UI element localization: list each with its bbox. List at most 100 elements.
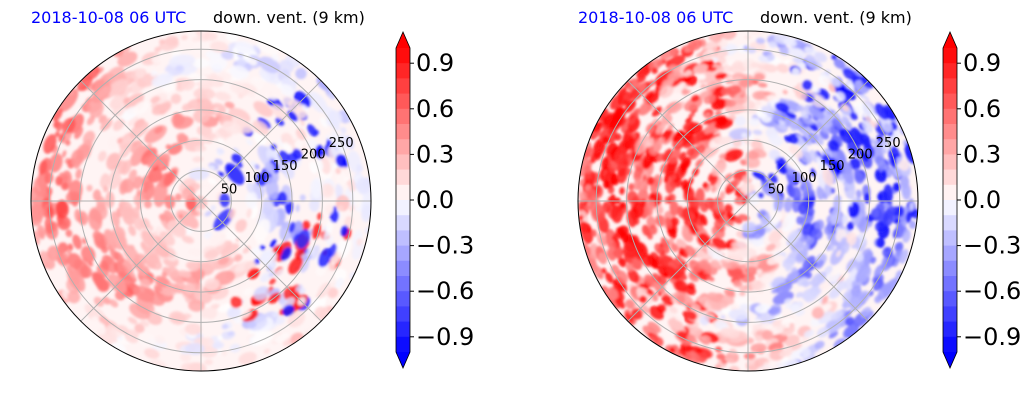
field-patch [111, 211, 120, 228]
colorbar-outline [395, 31, 411, 369]
field-patch [666, 162, 677, 177]
field-patch [808, 105, 825, 120]
field-patch [203, 132, 216, 139]
field-patch [659, 253, 671, 267]
field-patch [224, 101, 235, 109]
radial-tick-label: 150 [273, 159, 298, 174]
field-patch [605, 272, 614, 284]
field-patch [184, 226, 193, 235]
field-patch [578, 221, 589, 233]
field-patch [849, 157, 861, 170]
field-patch [150, 96, 161, 104]
field-patch [164, 194, 176, 210]
field-patch [818, 75, 831, 86]
field-patch [702, 182, 709, 189]
field-patch [233, 254, 243, 262]
field-patch [153, 285, 163, 293]
field-patch [307, 124, 318, 137]
field-patch [664, 196, 669, 204]
field-patch [612, 245, 623, 260]
colorbar-level [396, 276, 410, 292]
colorbar-level [396, 139, 410, 155]
field-patch [624, 312, 634, 323]
chart-panel-right: 2018-10-08 06 UTC down. vent. (9 km) 50 1… [547, 0, 1036, 401]
field-patch [585, 147, 594, 158]
field-patch [682, 225, 689, 234]
field-patch [116, 137, 123, 144]
field-patch [795, 90, 808, 100]
field-patch [56, 122, 64, 132]
field-patch [38, 229, 45, 240]
field-patch [585, 205, 590, 211]
field-patch [714, 320, 728, 330]
field-patch [805, 54, 816, 63]
field-patch [821, 154, 832, 165]
field-patch [614, 147, 627, 165]
field-patch [208, 56, 228, 71]
field-patch [92, 230, 102, 242]
colorbar-level [396, 124, 410, 140]
colorbar-tick-label: 0.9 [416, 49, 454, 77]
field-patch [281, 297, 296, 310]
field-patch [697, 233, 711, 247]
field-patch [829, 245, 835, 251]
field-patch [789, 322, 795, 328]
field-patch [881, 119, 893, 134]
field-patch [831, 151, 840, 162]
field-patch [673, 130, 685, 143]
colorbar-level [396, 108, 410, 125]
field-patch [670, 217, 679, 227]
field-patch [68, 243, 74, 251]
field-patch [776, 63, 790, 73]
field-patch [75, 168, 83, 180]
field-patch [130, 140, 143, 154]
field-patch [205, 50, 222, 60]
field-patch [711, 185, 717, 193]
field-patch [327, 287, 339, 299]
field-patch [803, 280, 812, 288]
field-patch [690, 345, 703, 354]
field-patch [844, 309, 853, 318]
field-patch [603, 179, 610, 189]
field-patch [220, 243, 240, 257]
field-patch [317, 212, 322, 221]
field-patch [781, 214, 796, 232]
field-patch [292, 164, 298, 170]
field-patch [646, 199, 656, 211]
field-patch [847, 293, 852, 298]
field-patch [296, 229, 310, 249]
field-patch [828, 331, 839, 339]
field-patch [33, 176, 47, 197]
field-patch [154, 46, 162, 53]
field-patch [307, 91, 328, 113]
colorbar-level [943, 154, 957, 171]
field-patch [756, 37, 766, 45]
field-patch [667, 318, 684, 331]
field-patch [113, 121, 119, 128]
field-patch [752, 91, 765, 101]
field-patch [875, 103, 889, 121]
field-patch [607, 128, 614, 135]
field-patch [719, 118, 727, 126]
field-patch [280, 132, 293, 146]
field-patch [706, 247, 724, 261]
field-patch [641, 305, 650, 314]
field-patch [669, 347, 676, 353]
field-patch [344, 176, 350, 182]
field-patch [662, 107, 668, 114]
field-patch [240, 82, 258, 94]
field-patch [810, 168, 816, 177]
field-patch [841, 214, 849, 225]
field-patch [100, 260, 110, 271]
field-patch [107, 135, 120, 150]
field-patch [898, 159, 910, 171]
field-patch [714, 220, 726, 232]
field-patch [295, 67, 307, 80]
field-patch [614, 296, 626, 309]
field-patch [217, 335, 223, 341]
field-patch [762, 63, 778, 73]
field-patch [356, 238, 363, 246]
colorbar-extend-max [396, 32, 410, 48]
field-patch [883, 209, 894, 227]
field-patch [627, 269, 640, 284]
